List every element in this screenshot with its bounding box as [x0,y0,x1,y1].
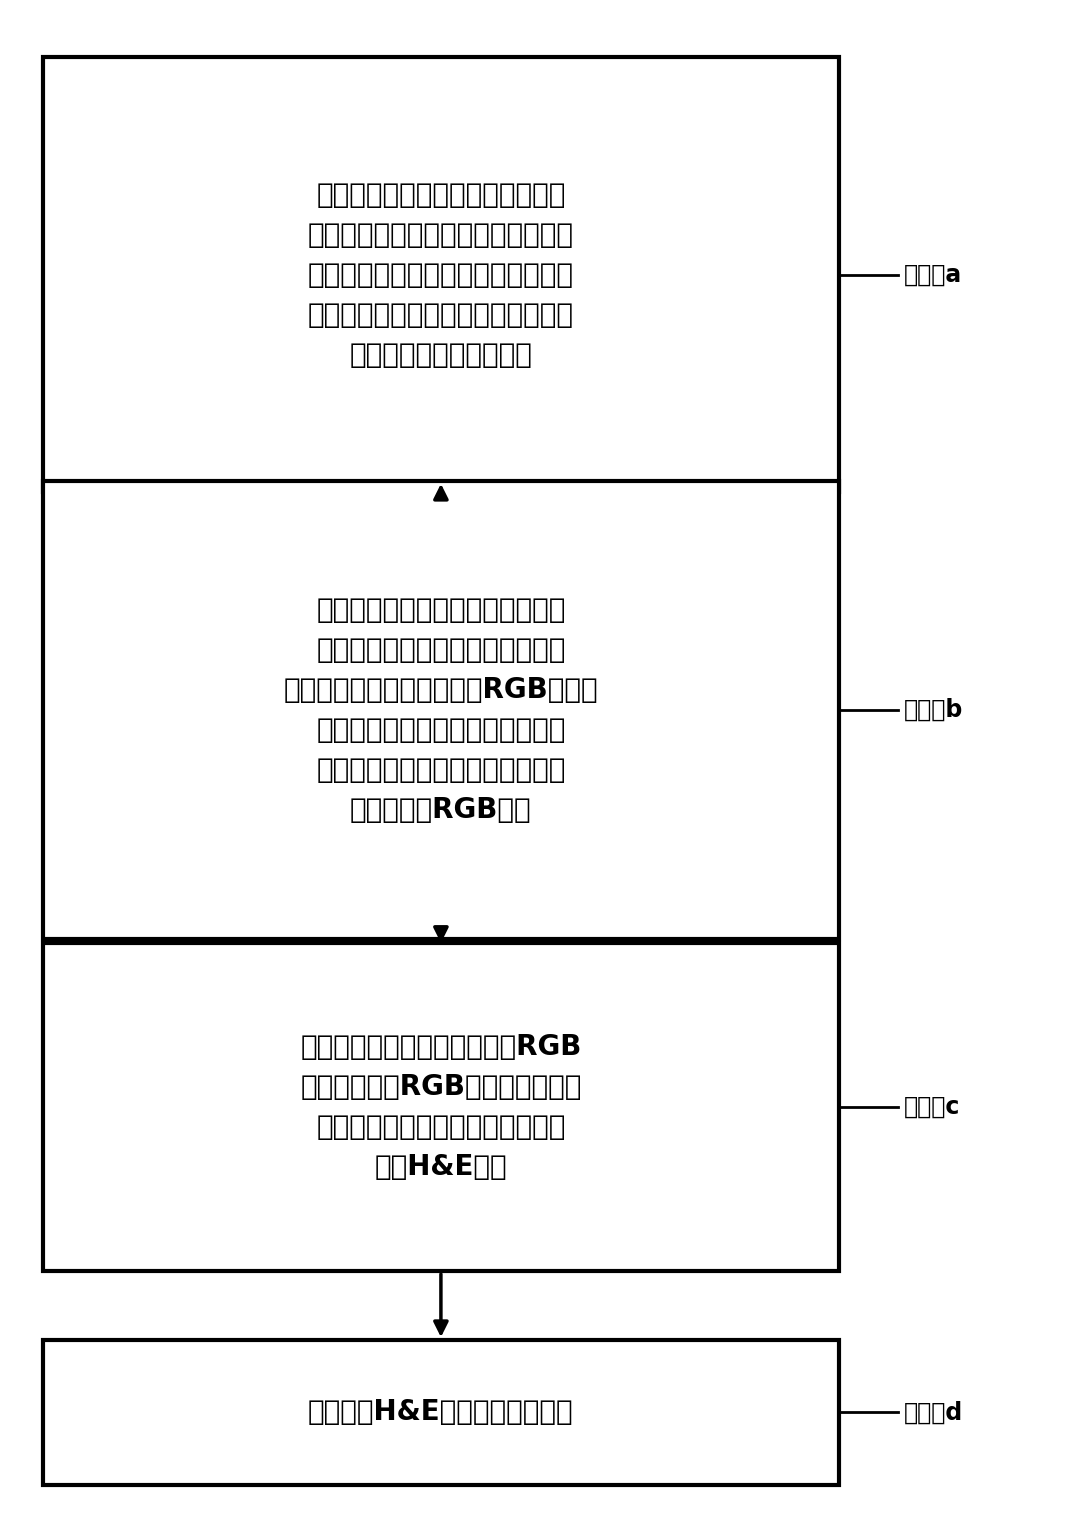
Text: 输出该类H&E影像至一显示单元: 输出该类H&E影像至一显示单元 [308,1399,573,1426]
Bar [43,481,839,939]
Text: 输入一待测样本的一灰阶反射影像
或一灰阶干涉影像至一信息处理装置
的一第一记忆区块中，及输入该待测
样本的一灰阶荧光影像至该信息处理
装置的一第二记忆区块中: 输入一待测样本的一灰阶反射影像 或一灰阶干涉影像至一信息处理装置 的一第一记忆区… [308,180,573,370]
Text: ～步骤b: ～步骤b [903,698,963,722]
Text: ～步骤a: ～步骤a [903,263,962,287]
Text: ～步骤d: ～步骤d [903,1400,963,1425]
Text: ～步骤c: ～步骤c [903,1095,960,1119]
Text: 利用该信息处理装置对该第一RGB
影像及该第二RGB影像进行一影像
融合运算及一强度反转运算以产生
一类H&E影像: 利用该信息处理装置对该第一RGB 影像及该第二RGB影像进行一影像 融合运算及一… [300,1032,582,1182]
Bar [43,56,839,492]
Text: 利用该信息处理装置将该灰阶干涉
影像或该灰阶反射影像经由一第一
色彩转换运算转换为一第一RGB影像，
及利用该信息处理装置将该灰阶荧
光影像经由一第二色彩转换运: 利用该信息处理装置将该灰阶干涉 影像或该灰阶反射影像经由一第一 色彩转换运算转换… [283,596,598,825]
Bar [43,942,839,1270]
Bar [43,1341,839,1484]
